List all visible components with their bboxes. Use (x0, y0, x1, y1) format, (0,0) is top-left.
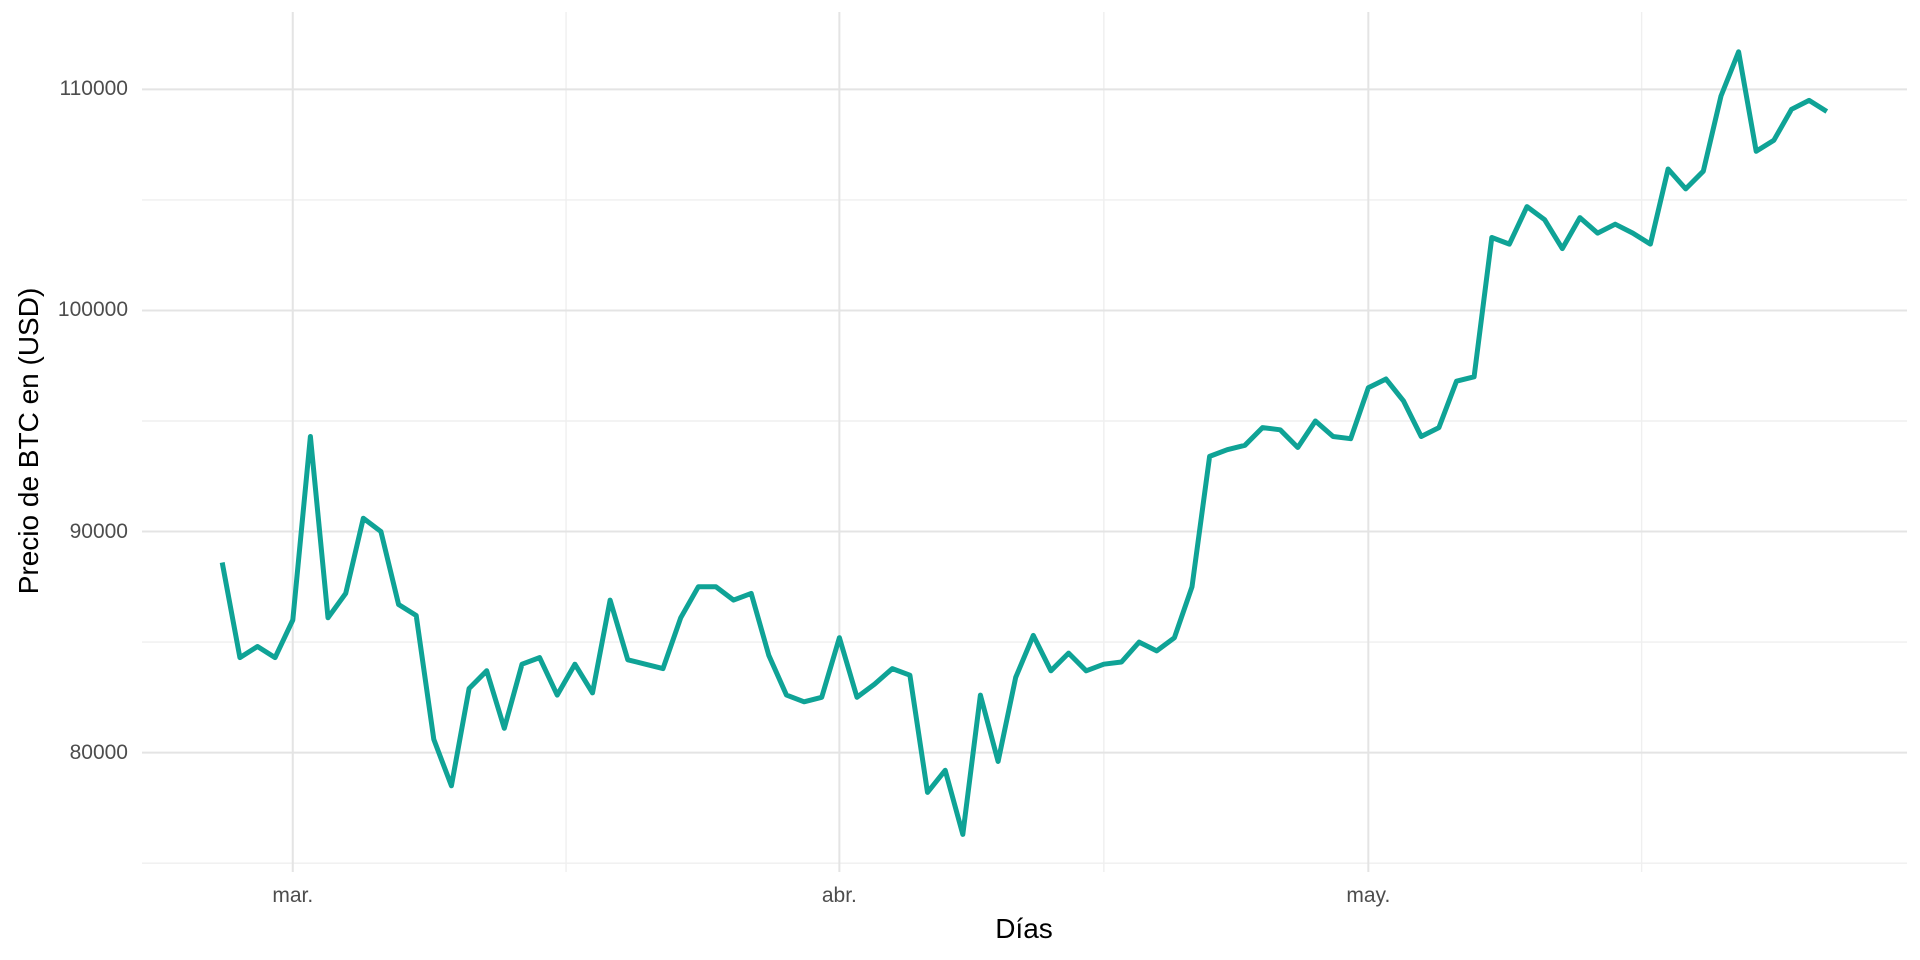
x-tick-label: may. (1346, 884, 1391, 907)
y-tick-label: 80000 (69, 740, 128, 764)
x-axis-title: Días (995, 913, 1053, 944)
y-axis-title: Precio de BTC en (USD) (13, 287, 44, 595)
x-tick-label: abr. (821, 884, 857, 907)
x-tick-label: mar. (272, 884, 314, 907)
y-tick-label: 100000 (57, 298, 128, 322)
y-tick-label: 110000 (59, 77, 128, 101)
y-tick-label: 90000 (69, 519, 128, 543)
btc-price-line (219, 49, 1829, 837)
